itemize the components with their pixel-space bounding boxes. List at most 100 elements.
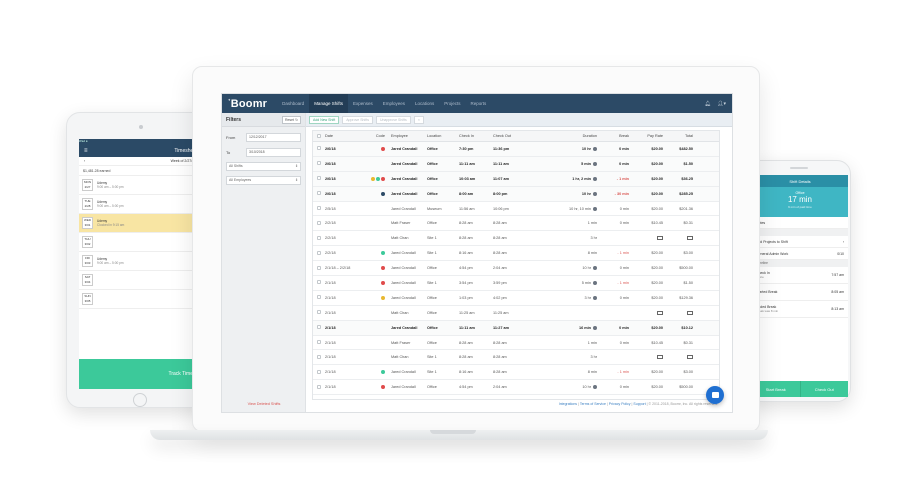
- project-row[interactable]: General Admin Work 0/10: [752, 248, 848, 260]
- nav-item-dashboard[interactable]: Dashboard: [282, 101, 305, 106]
- note-icon[interactable]: [687, 355, 693, 360]
- notes-row[interactable]: Notes: [752, 217, 848, 229]
- row-checkbox[interactable]: [313, 325, 323, 330]
- info-icon[interactable]: [593, 280, 597, 285]
- column-header[interactable]: Break: [619, 134, 629, 138]
- column-header[interactable]: Employee: [391, 134, 408, 138]
- column-header[interactable]: Check In: [459, 134, 474, 138]
- info-icon[interactable]: [593, 176, 597, 181]
- shifts-select[interactable]: All Shifts ⇕: [226, 162, 301, 171]
- nav-item-projects[interactable]: Projects: [444, 101, 461, 106]
- row-checkbox[interactable]: [313, 295, 323, 300]
- reset-button[interactable]: Reset ↻: [281, 115, 301, 124]
- note-icon[interactable]: [657, 355, 663, 360]
- day-row[interactable]: WED 3/01 Udemy Clocked in 9:15 am: [79, 214, 205, 233]
- row-checkbox[interactable]: [313, 235, 323, 241]
- table-row[interactable]: 2/1/18 Jared Crandall Office 4:54 pm 2:04 am…: [313, 380, 719, 396]
- brand-logo[interactable]: ✦Boomr: [228, 97, 268, 110]
- nav-item-employees[interactable]: Employees: [382, 101, 405, 106]
- row-checkbox[interactable]: [313, 369, 323, 375]
- chevron-left-icon[interactable]: ‹: [84, 159, 86, 163]
- table-row[interactable]: 2/1/18 Jared Crandall Office 1:03 pm 4:02 pm…: [313, 291, 719, 306]
- employees-select[interactable]: All Employees ⇕: [226, 176, 301, 185]
- table-row[interactable]: 2/1/18 Matt Chan Office 11:25 am 11:25 am: [313, 306, 719, 321]
- row-checkbox[interactable]: [313, 146, 323, 151]
- delete-shifts-button[interactable]: ×: [413, 115, 424, 124]
- info-icon[interactable]: [593, 161, 597, 166]
- nav-item-manage-shifts[interactable]: Manage Shifts: [309, 94, 348, 113]
- day-row[interactable]: SUN 3/05: [79, 290, 205, 309]
- row-checkbox[interactable]: [313, 206, 323, 211]
- day-row[interactable]: THU 3/02: [79, 233, 205, 252]
- info-icon[interactable]: [593, 325, 597, 330]
- footer-link[interactable]: Terms of Service: [579, 402, 606, 406]
- table-row[interactable]: 2/1/18 – 2/2/18 Jared Crandall Office 4:54 …: [313, 261, 719, 277]
- add-projects-row[interactable]: Add Projects to Shift ›: [752, 236, 848, 248]
- unapprove-shifts-button[interactable]: Unapprove Shifts: [375, 115, 411, 124]
- day-row[interactable]: MON 2/27 Udemy 9:00 am – 5:00 pm: [79, 176, 205, 195]
- note-icon[interactable]: [657, 310, 663, 315]
- table-row[interactable]: 2/1/18 Matt Fraser Office 8:28 am 8:28 am 1 m…: [313, 336, 719, 351]
- table-row[interactable]: 2/6/18 Jared Crandall Office 10:03 am 11:07 …: [313, 171, 719, 187]
- column-header[interactable]: Code: [375, 134, 385, 138]
- table-row[interactable]: 2/6/18 Jared Crandall Office 11:11 am 11:11 …: [313, 156, 719, 172]
- select-all-checkbox[interactable]: [313, 133, 323, 139]
- table-row[interactable]: 2/1/18 Jared Crandall Site 1 8:16 am 8:28 am…: [313, 365, 719, 381]
- column-header[interactable]: Total: [684, 134, 693, 138]
- add-shift-button[interactable]: Add New Shift: [309, 115, 340, 124]
- footer-link[interactable]: Privacy Policy: [608, 402, 631, 406]
- note-icon[interactable]: [687, 310, 693, 315]
- row-checkbox[interactable]: [313, 176, 323, 181]
- row-checkbox[interactable]: [313, 250, 323, 256]
- approve-shifts-button[interactable]: Approve Shifts: [342, 115, 373, 124]
- table-row[interactable]: 2/5/18 Jared Crandall Museum 11:56 am 10:06 …: [313, 202, 719, 217]
- from-date-input[interactable]: 12/12/2017: [246, 133, 301, 142]
- column-header[interactable]: Pay Rate: [647, 134, 663, 138]
- table-row[interactable]: 2/2/18 Jared Crandall Site 1 8:16 am 8:28 am…: [313, 246, 719, 262]
- table-row[interactable]: 2/2/18 Matt Fraser Office 8:28 am 8:28 am 1 m…: [313, 216, 719, 232]
- table-row[interactable]: 2/2/18 Matt Chan Site 1 8:28 am 8:28 am 3 hr: [313, 231, 719, 247]
- info-icon[interactable]: [593, 295, 597, 300]
- info-icon[interactable]: [593, 146, 597, 151]
- info-icon[interactable]: [593, 266, 597, 271]
- column-header[interactable]: Location: [427, 134, 442, 138]
- chat-icon[interactable]: [706, 386, 724, 404]
- info-icon[interactable]: [593, 206, 597, 211]
- info-icon[interactable]: [593, 385, 597, 390]
- row-checkbox[interactable]: [313, 220, 323, 226]
- footer-link[interactable]: Support: [633, 402, 646, 406]
- user-icon[interactable]: 👤︎▾: [717, 100, 726, 107]
- footer-link[interactable]: Integrations: [558, 402, 578, 406]
- row-checkbox[interactable]: [313, 191, 323, 196]
- hamburger-icon[interactable]: ≡: [84, 148, 88, 154]
- row-checkbox[interactable]: [313, 280, 323, 285]
- nav-item-expenses[interactable]: Expenses: [352, 101, 373, 106]
- note-icon[interactable]: [687, 236, 693, 241]
- info-icon[interactable]: [593, 191, 597, 196]
- column-header[interactable]: Duration: [582, 134, 597, 138]
- table-row[interactable]: 2/6/18 Jared Crandall Office 7:30 pm 11:36 p…: [313, 142, 719, 157]
- row-checkbox[interactable]: [313, 310, 323, 315]
- to-date-input[interactable]: 3/10/2018: [246, 148, 301, 157]
- table-row[interactable]: 2/1/18 Matt Chan Site 1 8:28 am 8:28 am 3 hr: [313, 350, 719, 366]
- note-icon[interactable]: [657, 236, 663, 241]
- nav-item-reports[interactable]: Reports: [470, 101, 487, 106]
- start-break-button[interactable]: Start Break: [752, 381, 800, 397]
- table-row[interactable]: 2/1/18 Jared Crandall Site 1 3:54 pm 3:59 pm…: [313, 276, 719, 291]
- row-checkbox[interactable]: [313, 354, 323, 360]
- check-out-button[interactable]: Check Out: [799, 381, 848, 397]
- bell-icon[interactable]: 🔔︎: [704, 100, 712, 107]
- row-checkbox[interactable]: [313, 161, 323, 166]
- row-checkbox[interactable]: [313, 384, 323, 390]
- nav-item-locations[interactable]: Locations: [415, 101, 435, 106]
- row-checkbox[interactable]: [313, 265, 323, 271]
- row-checkbox[interactable]: [313, 340, 323, 345]
- column-header[interactable]: Check Out: [493, 134, 511, 138]
- column-header[interactable]: Date: [325, 134, 334, 138]
- table-row[interactable]: 2/6/18 Jared Crandall Office 8:00 am 8:00 pm…: [313, 186, 719, 202]
- view-deleted-shifts-link[interactable]: View Deleted Shifts: [247, 402, 281, 406]
- day-row[interactable]: TUE 2/28 Udemy 9:00 am – 5:00 pm: [79, 195, 205, 214]
- table-row[interactable]: 2/1/18 Jared Crandall Office 11:11 am 11:27 …: [313, 320, 719, 336]
- day-row[interactable]: SAT 3/04: [79, 271, 205, 290]
- home-button[interactable]: [133, 393, 147, 407]
